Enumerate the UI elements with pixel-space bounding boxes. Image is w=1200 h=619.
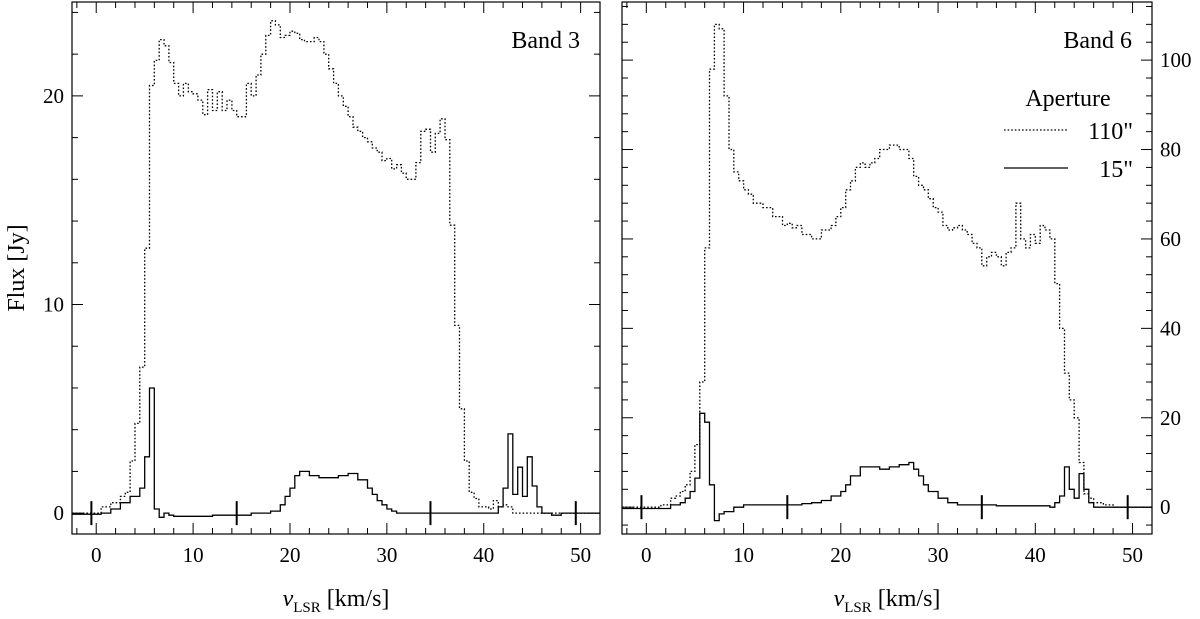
legend: Aperture 110" 15": [1004, 86, 1133, 183]
x-tick-label: 30: [928, 543, 949, 567]
series-110-line: [72, 20, 600, 514]
x-tick-label: 40: [1025, 543, 1046, 567]
y-tick-label: 80: [1160, 138, 1181, 162]
band6-x-axis-title: vLSR [km/s]: [834, 586, 941, 616]
x-tick-label: 0: [641, 543, 652, 567]
y-axis-title: Flux [Jy]: [4, 224, 30, 311]
band3-panel: 0 10 20 30 40 50 0 10 20 Band 3 vLSR [km/s]: [43, 1, 601, 616]
y-tick-label: 20: [1160, 406, 1181, 430]
band3-plot-frame: [71, 1, 601, 535]
band6-tick-labels: 0 10 20 30 40 50 0 20 40 60 80 100: [641, 48, 1191, 567]
x-tick-label: 50: [1122, 543, 1143, 567]
y-tick-label: 10: [43, 293, 64, 317]
x-tick-label: 10: [733, 543, 754, 567]
band6-panel: 0 10 20 30 40 50 0 20 40 60 80 100 Band 6 vLSR [km/…: [621, 1, 1192, 616]
y-tick-label: 100: [1160, 48, 1192, 72]
series-110-line: [622, 23, 1152, 508]
band3-label: Band 3: [511, 28, 580, 54]
band3-tick-labels: 0 10 20 30 40 50 0 10 20: [43, 84, 591, 567]
y-tick-label: 60: [1160, 227, 1181, 251]
band6-ticks: [622, 2, 1153, 534]
legend-title: Aperture: [1025, 86, 1110, 112]
band6-plot-frame: [621, 1, 1153, 535]
x-tick-label: 20: [830, 543, 851, 567]
band3-ticks: [72, 2, 601, 534]
series-15-line: [72, 387, 600, 518]
band3-x-axis-title: vLSR [km/s]: [283, 586, 390, 616]
series-15-line: [622, 412, 1152, 522]
y-tick-label: 0: [54, 501, 65, 525]
x-tick-label: 40: [473, 543, 494, 567]
x-tick-label: 10: [183, 543, 204, 567]
band3-series: [72, 20, 600, 526]
band6-label: Band 6: [1063, 28, 1132, 54]
y-tick-label: 20: [43, 84, 64, 108]
x-tick-label: 0: [91, 543, 102, 567]
y-tick-label: 40: [1160, 316, 1181, 340]
legend-entry-15: 15": [1099, 157, 1133, 183]
legend-entry-110: 110": [1088, 119, 1133, 145]
band6-series: [622, 23, 1152, 522]
x-tick-label: 50: [570, 543, 591, 567]
y-tick-label: 0: [1160, 495, 1171, 519]
x-tick-label: 20: [279, 543, 300, 567]
x-tick-label: 30: [376, 543, 397, 567]
